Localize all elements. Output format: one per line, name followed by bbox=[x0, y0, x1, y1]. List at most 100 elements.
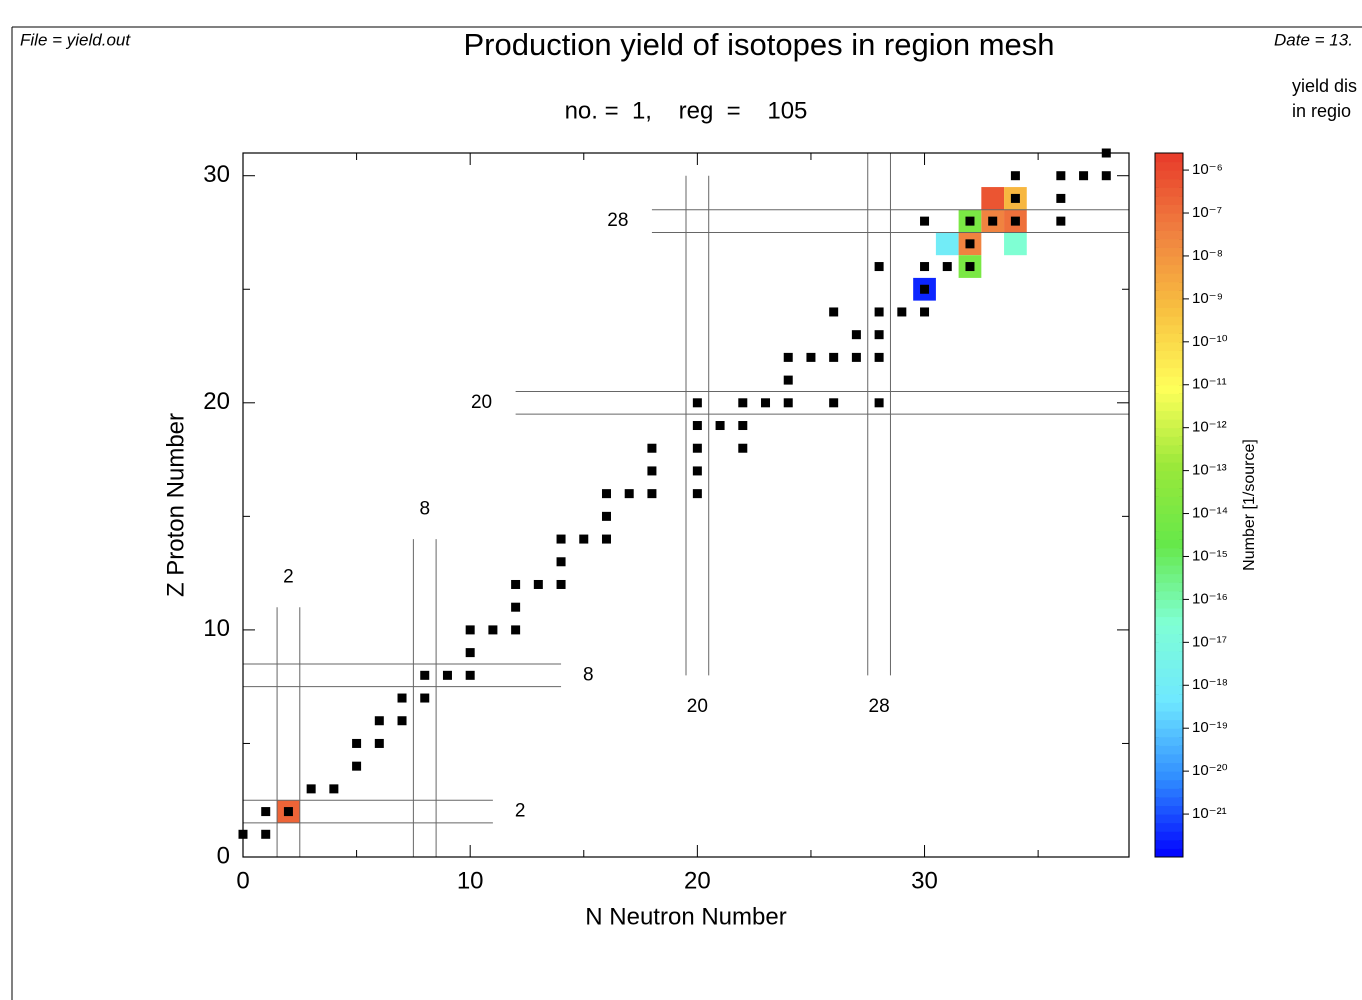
colorbar-band bbox=[1155, 453, 1183, 463]
colorbar-band bbox=[1155, 462, 1183, 472]
magic-label: 28 bbox=[869, 696, 890, 717]
stable-isotope bbox=[1010, 193, 1020, 203]
stable-isotope bbox=[556, 534, 566, 544]
y-tick-label: 10 bbox=[203, 615, 230, 642]
stable-isotope bbox=[965, 239, 975, 249]
stable-isotope bbox=[1101, 171, 1111, 181]
stable-isotope bbox=[601, 489, 611, 499]
colorbar-band bbox=[1155, 728, 1183, 738]
colorbar-label: Number [1/source] bbox=[1241, 439, 1258, 571]
colorbar-band bbox=[1155, 659, 1183, 669]
stable-isotope bbox=[397, 716, 407, 726]
y-tick-label: 30 bbox=[203, 161, 230, 188]
stable-isotope bbox=[874, 330, 884, 340]
colorbar-band bbox=[1155, 539, 1183, 549]
magic-label: 2 bbox=[283, 567, 294, 588]
side-note: in regio bbox=[1292, 101, 1351, 121]
colorbar-band bbox=[1155, 530, 1183, 540]
x-tick-label: 10 bbox=[457, 867, 484, 894]
stable-isotope bbox=[465, 648, 475, 658]
plot-frame bbox=[242, 152, 1130, 858]
stable-isotope bbox=[1010, 171, 1020, 181]
stable-isotope bbox=[783, 352, 793, 362]
magic-label: 28 bbox=[607, 210, 628, 231]
stable-isotope bbox=[829, 352, 839, 362]
colorbar-band bbox=[1155, 153, 1183, 163]
chart-title: Production yield of isotopes in region m… bbox=[463, 27, 1054, 62]
colorbar-band bbox=[1155, 221, 1183, 231]
stable-isotope bbox=[374, 738, 384, 748]
colorbar-band bbox=[1155, 195, 1183, 206]
stable-isotope bbox=[556, 579, 566, 589]
colorbar-band bbox=[1155, 702, 1183, 712]
colorbar-band bbox=[1155, 547, 1183, 558]
stable-isotope bbox=[511, 625, 521, 635]
colorbar-band bbox=[1155, 247, 1183, 257]
colorbar-frame bbox=[1154, 152, 1184, 858]
colorbar-band bbox=[1155, 616, 1183, 626]
magic-label: 8 bbox=[583, 664, 594, 685]
x-tick-label: 20 bbox=[684, 867, 711, 894]
stable-isotope bbox=[329, 784, 339, 794]
colorbar-band bbox=[1155, 839, 1183, 849]
colorbar-tick-label: 10⁻¹⁶ bbox=[1192, 590, 1228, 607]
stable-isotope bbox=[624, 489, 634, 499]
stable-isotope bbox=[920, 216, 930, 226]
colorbar-band bbox=[1155, 582, 1183, 592]
colorbar-band bbox=[1155, 170, 1183, 180]
colorbar-band bbox=[1155, 213, 1183, 223]
colorbar-band bbox=[1155, 556, 1183, 566]
colorbar-band bbox=[1155, 719, 1183, 729]
colorbar-band bbox=[1155, 350, 1183, 360]
colorbar-band bbox=[1155, 745, 1183, 755]
stable-isotope bbox=[1010, 216, 1020, 226]
yield-cell bbox=[981, 187, 1005, 210]
colorbar-band bbox=[1155, 178, 1183, 188]
stable-isotope bbox=[420, 693, 430, 703]
stable-isotope bbox=[1056, 171, 1066, 181]
colorbar-band bbox=[1155, 753, 1183, 764]
stable-isotope bbox=[647, 466, 657, 476]
stable-isotope bbox=[738, 421, 748, 431]
colorbar-band bbox=[1155, 470, 1183, 480]
stable-isotope bbox=[874, 352, 884, 362]
colorbar-tick-label: 10⁻⁸ bbox=[1192, 247, 1223, 264]
colorbar-tick-label: 10⁻⁹ bbox=[1192, 290, 1223, 307]
y-tick-label: 20 bbox=[203, 388, 230, 415]
y-tick-label: 0 bbox=[217, 842, 230, 869]
colorbar-band bbox=[1155, 298, 1183, 309]
colorbar-band bbox=[1155, 256, 1183, 266]
stable-isotope bbox=[261, 807, 271, 817]
colorbar-tick-label: 10⁻¹⁵ bbox=[1192, 547, 1228, 564]
x-tick-label: 30 bbox=[911, 867, 938, 894]
stable-isotope bbox=[738, 443, 748, 453]
colorbar-tick-label: 10⁻¹⁴ bbox=[1192, 505, 1228, 522]
colorbar-band bbox=[1155, 848, 1183, 858]
stable-isotope bbox=[647, 489, 657, 499]
file-label: File = yield.out bbox=[20, 30, 131, 49]
colorbar-band bbox=[1155, 788, 1183, 798]
colorbar-band bbox=[1155, 281, 1183, 291]
magic-label: 20 bbox=[471, 392, 492, 413]
stable-isotope bbox=[579, 534, 589, 544]
y-axis-label: Z Proton Number bbox=[162, 413, 189, 597]
stable-isotope bbox=[874, 262, 884, 272]
colorbar-tick-label: 10⁻⁶ bbox=[1192, 161, 1223, 178]
colorbar-band bbox=[1155, 779, 1183, 789]
colorbar-tick-label: 10⁻¹⁸ bbox=[1192, 676, 1228, 693]
stable-isotope bbox=[988, 216, 998, 226]
stable-isotope bbox=[692, 421, 702, 431]
stable-isotope bbox=[715, 421, 725, 431]
colorbar-band bbox=[1155, 419, 1183, 429]
stable-isotope bbox=[851, 352, 861, 362]
colorbar-band bbox=[1155, 625, 1183, 635]
stable-isotope bbox=[352, 738, 362, 748]
stable-isotope bbox=[783, 375, 793, 385]
colorbar-band bbox=[1155, 444, 1183, 454]
colorbar-band bbox=[1155, 316, 1183, 326]
colorbar-band bbox=[1155, 693, 1183, 703]
stable-isotope bbox=[692, 443, 702, 453]
x-tick-label: 0 bbox=[236, 867, 249, 894]
stable-isotope bbox=[965, 216, 975, 226]
